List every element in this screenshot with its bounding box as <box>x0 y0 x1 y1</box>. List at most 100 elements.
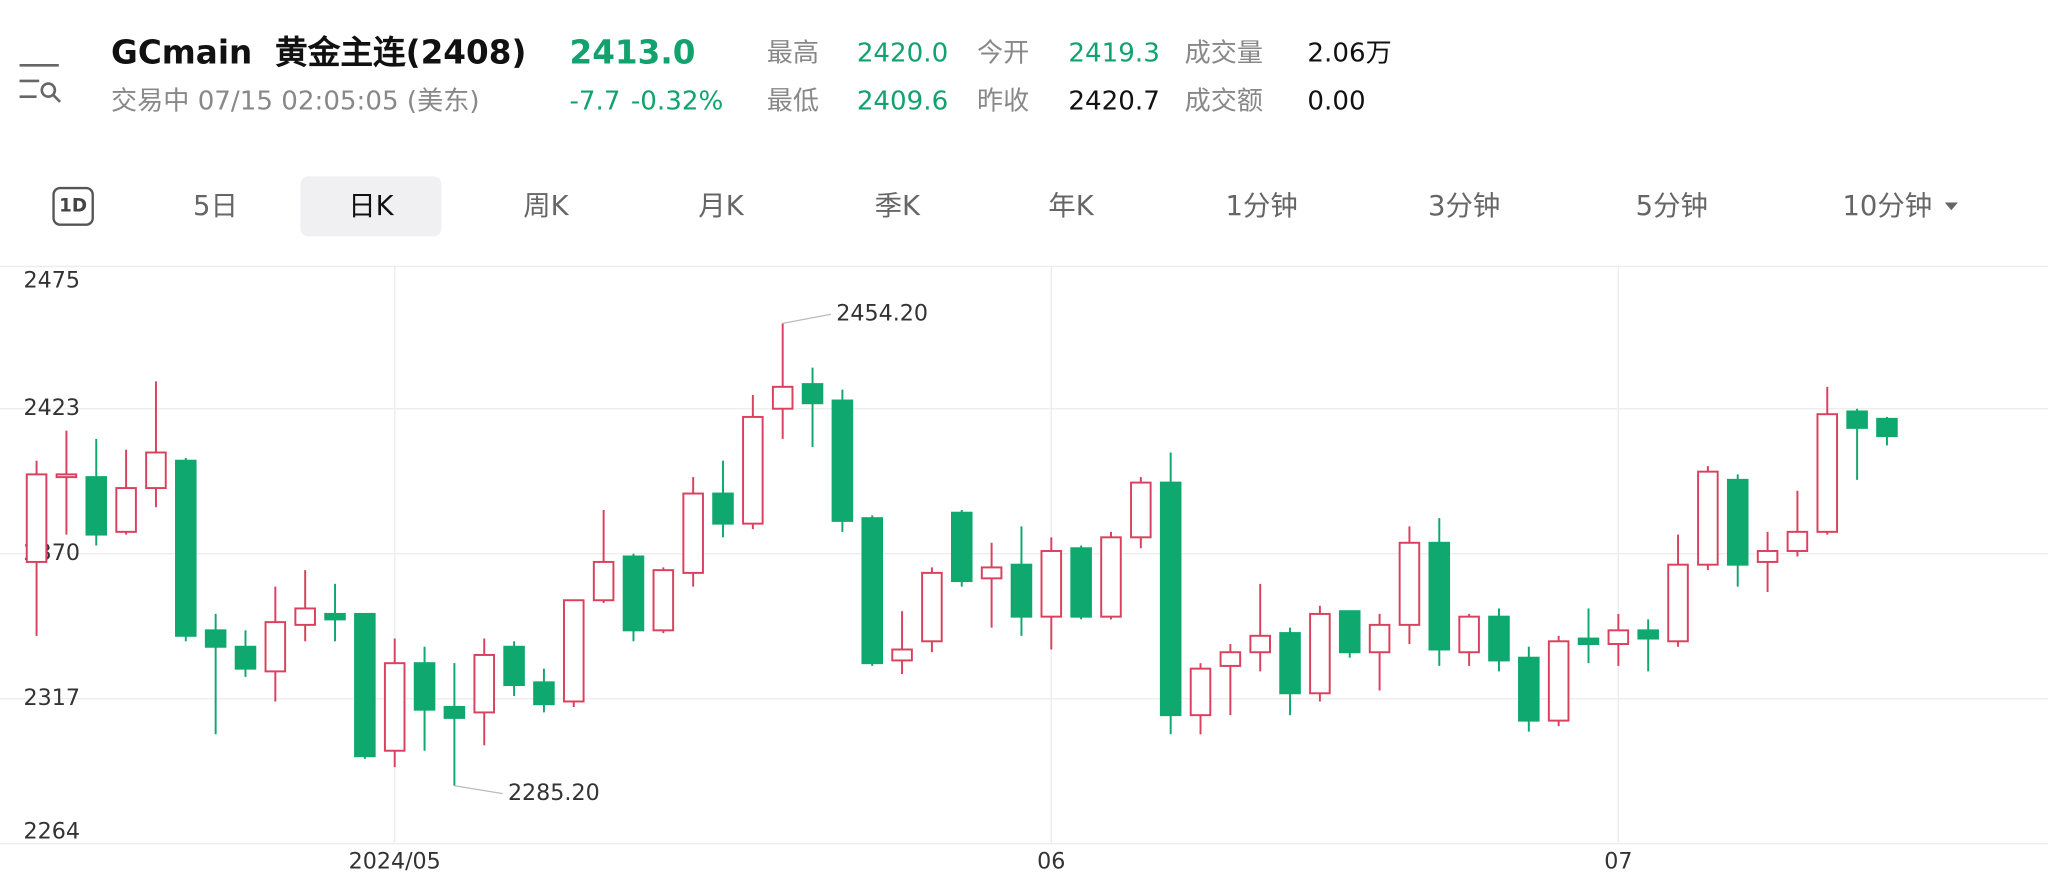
candle-body <box>1607 629 1630 646</box>
candle-body <box>1279 632 1301 695</box>
candle-body <box>443 705 466 719</box>
annotation: 2285.20 <box>508 780 600 806</box>
candle-body <box>1697 470 1719 566</box>
candle-body <box>921 571 943 643</box>
x-tick-label: 07 <box>1604 849 1632 875</box>
candle-body <box>1726 478 1749 566</box>
candle-body <box>771 385 794 410</box>
stat-label: 成交额 <box>1184 84 1264 117</box>
candle-body <box>1040 550 1063 618</box>
stat-value: 2420.7 <box>1068 84 1160 117</box>
candle-body <box>1547 640 1570 722</box>
change-pct: -0.32% <box>630 84 724 117</box>
candle-body <box>145 451 167 490</box>
candle-body <box>1756 550 1779 563</box>
candle-body <box>980 566 1003 580</box>
candle-body <box>294 607 316 626</box>
active-tab-bg <box>300 176 442 237</box>
candle-body <box>1398 541 1421 626</box>
candle-body <box>413 662 436 711</box>
annotation-line <box>454 785 503 795</box>
candle-body <box>622 555 645 632</box>
tab[interactable]: 月K <box>698 190 744 222</box>
candle-body <box>1816 413 1839 533</box>
candle-body <box>115 487 137 533</box>
candle-body <box>712 492 734 525</box>
candle-body <box>563 599 585 703</box>
y-tick-label: 2317 <box>24 685 80 711</box>
candle-body <box>1577 637 1600 646</box>
candle-body <box>503 645 525 687</box>
candle-body <box>1219 651 1242 667</box>
stat-label: 成交量 <box>1184 36 1264 68</box>
candle-body <box>175 459 197 637</box>
y-tick-label: 2264 <box>24 818 80 844</box>
candle-body <box>354 612 376 758</box>
tab[interactable]: 年K <box>1048 190 1094 222</box>
candle-body <box>861 517 884 665</box>
tab[interactable]: 1D <box>59 195 88 217</box>
y-tick-label: 2423 <box>24 395 80 421</box>
candle-body <box>1428 541 1451 651</box>
tab[interactable]: 3分钟 <box>1427 190 1501 222</box>
tab[interactable]: 周K <box>523 190 569 222</box>
menu-icon[interactable] <box>19 63 62 103</box>
candle-body <box>1368 623 1391 654</box>
candle-body <box>1458 615 1480 654</box>
candle-body <box>652 569 675 632</box>
candle-body <box>950 511 973 583</box>
symbol: GCmain 黄金主连(2408) <box>111 33 527 72</box>
candle-body <box>742 415 764 525</box>
x-tick-label: 06 <box>1037 849 1065 875</box>
status: 交易中 07/15 02:05:05 (美东) <box>111 84 480 117</box>
stat-label: 最低 <box>766 84 819 117</box>
candle-body <box>383 662 406 752</box>
candle-body <box>1786 530 1809 552</box>
candle-body <box>1876 417 1898 438</box>
candle-body <box>682 492 704 574</box>
candle-body <box>204 629 227 648</box>
candle-body <box>1159 481 1182 717</box>
stat-value: 2.06万 <box>1307 36 1392 68</box>
candle-body <box>1667 563 1689 643</box>
candle-body <box>1070 547 1092 618</box>
candle-body <box>324 612 346 621</box>
x-tick-label: 2024/05 <box>349 849 441 875</box>
candle-body <box>55 473 78 479</box>
candle-body <box>1130 481 1152 539</box>
stat-label: 最高 <box>766 36 819 68</box>
tab-active[interactable]: 日K <box>348 190 394 222</box>
candle-body <box>831 399 854 522</box>
dropdown-arrow[interactable] <box>1944 202 1958 211</box>
candle-body <box>1010 563 1033 618</box>
tab-icon <box>52 186 94 226</box>
candle-body <box>473 653 496 714</box>
candle-body <box>1249 634 1271 654</box>
tab[interactable]: 季K <box>874 190 921 222</box>
tab[interactable]: 5日 <box>193 190 238 222</box>
candle-body <box>1338 610 1361 654</box>
candle-body <box>85 476 108 536</box>
candle-body <box>1846 410 1868 429</box>
annotation-line <box>782 313 832 324</box>
tab[interactable]: 5分钟 <box>1635 190 1708 222</box>
candle-body <box>25 473 48 563</box>
candle-body <box>234 645 257 670</box>
tab[interactable]: 10分钟 <box>1842 190 1933 222</box>
stat-value: 2409.6 <box>856 84 949 117</box>
price: 2413.0 <box>569 33 696 72</box>
stat-label: 今开 <box>976 36 1030 68</box>
stat-value: 2419.3 <box>1068 36 1160 68</box>
stat-value: 2420.0 <box>856 36 949 68</box>
candle-body <box>1309 612 1331 695</box>
annotation: 2454.20 <box>836 301 928 327</box>
candle-body <box>533 681 555 706</box>
stat-value: 0.00 <box>1307 84 1366 117</box>
tab[interactable]: 1分钟 <box>1225 190 1298 222</box>
candle-body <box>264 621 287 673</box>
change: -7.7 <box>569 84 621 117</box>
candle-body <box>801 383 824 405</box>
candle-body <box>1637 629 1659 640</box>
